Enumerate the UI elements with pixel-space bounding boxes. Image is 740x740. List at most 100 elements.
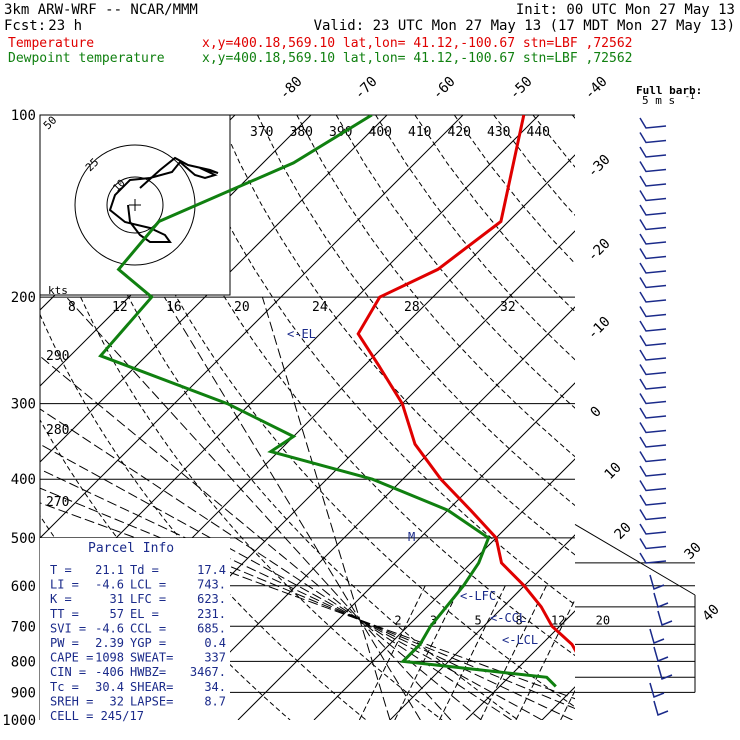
parcel-info-cell: 21.1	[95, 563, 124, 577]
parcel-info-cell: PW =	[50, 636, 79, 650]
parcel-info-cell: 623.	[197, 592, 226, 606]
parcel-info-cell: 0.4	[204, 636, 226, 650]
theta-tick-label: 420	[448, 125, 471, 140]
isotherm-tick-label: -40	[582, 74, 611, 103]
mixing-ratio-label: 8	[516, 613, 523, 627]
dry-adiabat-line	[60, 115, 519, 720]
moist-adiabat-line	[66, 296, 452, 720]
parcel-info-cell: YGP =	[130, 636, 166, 650]
mixing-ratio-label: 5	[474, 613, 481, 627]
wind-barb	[639, 364, 667, 376]
dry-adiabat-line	[335, 115, 575, 409]
wind-barb	[639, 117, 667, 129]
wind-barb	[639, 175, 667, 187]
wind-barb	[639, 436, 667, 448]
dewpoint-location: x,y=400.18,569.10 lat,lon= 41.12,-100.67…	[202, 51, 632, 66]
mixing-ratio-label: 3	[430, 613, 437, 627]
wind-barb	[639, 277, 667, 289]
model-title: 3km ARW-WRF -- NCAR/MMM	[4, 2, 198, 18]
isotherm-line	[389, 534, 575, 720]
barb-legend-title: Full barb:	[636, 84, 702, 97]
parcel-info-cell: K =	[50, 592, 72, 606]
wind-barb	[639, 451, 667, 463]
parcel-info-cell: T =	[50, 563, 72, 577]
dry-adiabat-line	[40, 418, 291, 720]
parcel-info-cell: SHEAR=	[130, 680, 173, 694]
isotherm-tick-label: 0	[588, 404, 605, 421]
parcel-info-cell: CELL = 245/17	[50, 709, 144, 723]
parcel-info-cell: SVI =	[50, 621, 86, 635]
theta-tick-label: 440	[527, 125, 550, 140]
pressure-tick-label: 500	[11, 531, 36, 547]
mixing-ratio-line	[439, 585, 506, 720]
isotherm-label-40: 40	[700, 602, 723, 625]
wind-barb	[639, 132, 667, 144]
dry-adiabat-line	[257, 115, 575, 507]
wind-barbs	[639, 117, 673, 717]
wind-barb	[639, 465, 667, 477]
isotherm-line	[313, 458, 575, 720]
mixing-ratio-line	[394, 585, 462, 720]
dry-adiabat-line	[217, 115, 575, 556]
pressure-tick-label: 300	[11, 397, 36, 413]
theta-tick-label: 410	[408, 125, 431, 140]
pressure-tick-label: 700	[11, 619, 36, 635]
dewpoint-series-line	[98, 115, 557, 688]
parcel-info-cell: 743.	[197, 578, 226, 592]
wind-barb	[639, 407, 667, 419]
parcel-info-cell: 57	[110, 607, 124, 621]
wind-barb	[639, 248, 667, 260]
temperature-series-line	[356, 115, 575, 653]
wind-barb	[657, 610, 673, 627]
dewpoint-legend-label: Dewpoint temperature	[8, 51, 165, 66]
wind-barb	[649, 682, 665, 699]
mixing-ratio-line	[560, 689, 575, 720]
dry-adiabat-line	[612, 115, 740, 720]
parcel-info-cell: -4.6	[95, 621, 124, 635]
mixing-ratio-line	[358, 585, 426, 720]
dry-adiabat-line	[138, 115, 575, 657]
wind-barb	[639, 538, 667, 550]
hodograph-speed-tick: 8	[68, 300, 76, 315]
wind-barb	[639, 523, 667, 535]
pressure-tick-label: 200	[11, 290, 36, 306]
hodograph-speed-ticks: 8 12 16 20 24 28 32	[68, 300, 516, 315]
wind-barb	[639, 190, 667, 202]
isotherm-line	[694, 115, 740, 720]
wind-barb	[639, 393, 667, 405]
parcel-info-cell: EL =	[130, 607, 159, 621]
theta-tick-label: 430	[487, 125, 510, 140]
wind-barb	[653, 646, 669, 663]
isotherm-tick-label: -70	[352, 74, 381, 103]
temperature-location: x,y=400.18,569.10 lat,lon= 41.12,-100.67…	[202, 36, 632, 51]
isotherm-line	[237, 382, 575, 720]
hodograph-ring-inner	[106, 176, 164, 234]
parcel-info-cell: SREH =	[50, 694, 93, 708]
hodograph-speed-tick: 16	[166, 300, 182, 315]
isotherm-tick-label: -20	[585, 236, 614, 265]
pressure-tick-label: 800	[11, 654, 36, 670]
parcel-info-cell: 231.	[197, 607, 226, 621]
parcel-info-cell: SWEAT=	[130, 651, 173, 665]
wind-barb	[639, 306, 667, 318]
isotherm-line	[161, 306, 575, 720]
parcel-info-cell: CCL =	[130, 621, 166, 635]
wind-barb	[639, 378, 667, 390]
theta-tick-label: 370	[250, 125, 273, 140]
isotherm-line	[40, 115, 464, 539]
dry-adiabat-line	[691, 115, 740, 720]
dry-adiabat-line	[414, 115, 575, 313]
wind-barb	[639, 161, 667, 173]
sounding-profiles	[98, 115, 575, 688]
wind-barb	[649, 574, 665, 591]
parcel-info-cell: 685.	[197, 621, 226, 635]
wind-barb	[653, 592, 669, 609]
isotherm-line	[618, 115, 740, 720]
isotherm-line	[0, 115, 7, 720]
wind-barb	[639, 146, 667, 158]
wind-barb	[653, 700, 669, 717]
moist-adiabat-line	[40, 443, 543, 720]
hodograph-speed-tick: 24	[312, 300, 328, 315]
parcel-info-cell: 31	[110, 592, 124, 606]
forecast-label: Fcst:	[4, 18, 46, 34]
